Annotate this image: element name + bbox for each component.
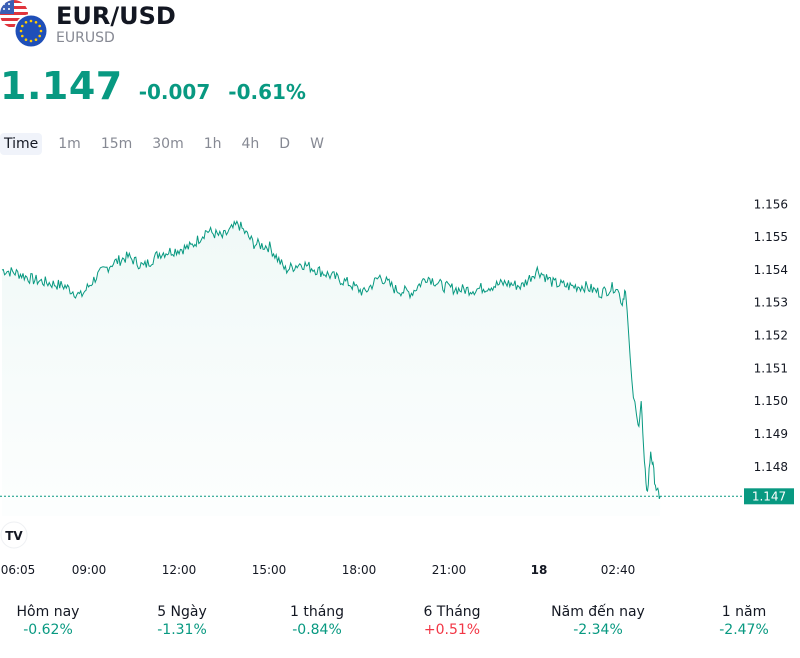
x-tick-label: 18 (531, 563, 548, 577)
symbol-title: EUR/USD (56, 2, 176, 30)
x-tick-label: 09:00 (72, 563, 107, 577)
tab-1m[interactable]: 1m (58, 136, 81, 152)
x-tick-label: 06:05 (1, 563, 36, 577)
y-axis: 1.156 1.155 1.154 1.153 1.152 1.151 1.150 1.149… (754, 197, 788, 474)
symbol-ticker: EURUSD (56, 30, 115, 46)
tab-w[interactable]: W (310, 136, 324, 152)
y-tick-label: 1.148 (754, 460, 788, 474)
tab-15m[interactable]: 15m (100, 136, 133, 152)
y-tick-label: 1.151 (754, 361, 788, 375)
tab-1h[interactable]: 1h (203, 136, 222, 152)
price-area (2, 221, 661, 517)
y-tick-label: 1.150 (754, 394, 788, 408)
currency-flags (0, 0, 48, 48)
last-price-tag-label: 1.147 (752, 489, 786, 503)
tradingview-logo-icon[interactable]: TV (0, 521, 28, 549)
timeframe-tabs: Time 1m 15m 30m 1h 4h D W (0, 132, 340, 156)
price-change: -0.007 (138, 80, 211, 104)
stat-label: 5 Ngày (157, 604, 207, 620)
stat-today[interactable]: Hôm nay -0.62% (0, 604, 108, 638)
stat-label: 6 Tháng (423, 604, 481, 620)
stat-ytd[interactable]: Năm đến nay -2.34% (538, 604, 658, 638)
stat-label: 1 năm (721, 604, 767, 620)
quote-row: 1.147 -0.007 -0.61% (0, 64, 306, 112)
stat-1-year[interactable]: 1 năm -2.47% (684, 604, 800, 638)
last-price: 1.147 (0, 64, 123, 108)
tab-4h[interactable]: 4h (241, 136, 260, 152)
y-tick-label: 1.149 (754, 427, 788, 441)
stat-1-month[interactable]: 1 tháng -0.84% (257, 604, 377, 638)
y-tick-label: 1.152 (754, 329, 788, 343)
x-tick-label: 21:00 (432, 563, 467, 577)
stat-6-months[interactable]: 6 Tháng +0.51% (392, 604, 512, 638)
x-tick-label: 12:00 (162, 563, 197, 577)
y-tick-label: 1.155 (754, 230, 788, 244)
x-tick-label: 02:40 (601, 563, 636, 577)
stat-value: -2.47% (719, 622, 769, 638)
svg-text:TV: TV (5, 529, 23, 543)
y-tick-label: 1.153 (754, 296, 788, 310)
y-tick-label: 1.156 (754, 197, 788, 211)
symbol-header: EUR/USD EURUSD (0, 0, 800, 60)
performance-stats: Hôm nay -0.62% 5 Ngày -1.31% 1 tháng -0.… (0, 604, 800, 652)
stat-value: -2.34% (573, 622, 623, 638)
stat-label: 1 tháng (289, 604, 345, 620)
stat-label: Hôm nay (16, 604, 80, 620)
stat-value: -0.62% (23, 622, 73, 638)
x-axis: 06:05 09:00 12:00 15:00 18:00 21:00 18 02:40 (1, 563, 636, 577)
price-change-percent: -0.61% (228, 80, 306, 104)
stat-5-days[interactable]: 5 Ngày -1.31% (122, 604, 242, 638)
stat-value: +0.51% (423, 622, 481, 638)
price-chart[interactable]: 1.156 1.155 1.154 1.153 1.152 1.151 1.150 1.149… (0, 160, 800, 580)
stat-value: -0.84% (292, 622, 342, 638)
price-line (1, 219, 661, 499)
x-tick-label: 18:00 (342, 563, 377, 577)
stat-label: Năm đến nay (551, 604, 645, 620)
y-tick-label: 1.154 (754, 263, 788, 277)
last-price-tag: 1.147 (744, 488, 794, 505)
tab-30m[interactable]: 30m (152, 136, 184, 152)
stat-value: -1.31% (157, 622, 207, 638)
x-tick-label: 15:00 (252, 563, 287, 577)
eu-flag-icon (14, 14, 48, 48)
tab-d[interactable]: D (279, 136, 291, 152)
tab-time[interactable]: Time (0, 133, 43, 155)
